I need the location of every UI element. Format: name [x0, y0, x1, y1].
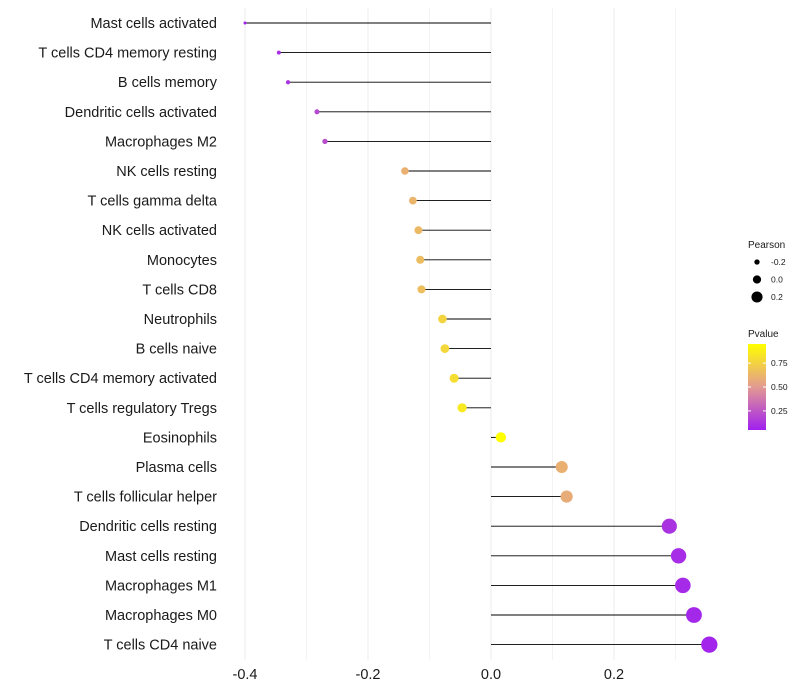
lollipop-dot	[438, 314, 447, 324]
category-label: Dendritic cells resting	[79, 519, 217, 535]
lollipop-dot	[322, 138, 328, 145]
lollipop-dot	[686, 607, 702, 623]
category-label: Eosinophils	[143, 430, 217, 446]
pearson-legend-dot	[754, 259, 760, 265]
lollipop-dot	[701, 636, 718, 653]
category-label: Neutrophils	[144, 312, 217, 328]
pvalue-tick-label: 0.75	[771, 358, 788, 368]
category-label: T cells regulatory Tregs	[67, 401, 217, 417]
lollipop-dot	[416, 255, 425, 264]
pvalue-tick-label: 0.50	[771, 382, 788, 392]
lollipop-dot	[670, 548, 687, 564]
lollipop-dot	[401, 167, 409, 175]
pvalue-legend-title: Pvalue	[748, 329, 779, 340]
category-axis-labels: Mast cells activated T cells CD4 memory r…	[24, 16, 218, 654]
pearson-legend-dot	[752, 275, 762, 284]
pearson-legend-dot	[751, 291, 763, 303]
pvalue-color-legend: Pvalue 0.75 0.50 0.25	[748, 329, 788, 430]
category-label: Mast cells resting	[105, 549, 217, 565]
category-label: NK cells activated	[102, 223, 217, 239]
lollipop-dot	[276, 50, 281, 55]
pvalue-tick-label: 0.25	[771, 406, 788, 416]
category-label: Macrophages M0	[105, 608, 217, 624]
lollipop-dot	[675, 577, 691, 594]
lollipop-dot	[285, 80, 291, 85]
category-label: Dendritic cells activated	[65, 105, 217, 121]
x-tick-label: 0.2	[604, 667, 624, 683]
x-tick-label: -0.2	[356, 667, 381, 683]
category-label: B cells naive	[136, 342, 217, 358]
lollipop-dot	[661, 518, 677, 534]
pearson-legend-label: -0.2	[771, 257, 786, 267]
lollipop-dot	[440, 344, 450, 353]
lollipop-dot	[414, 226, 423, 235]
x-tick-label: 0.0	[481, 667, 501, 683]
lollipop-dot	[314, 109, 320, 115]
pearson-size-legend: Pearson -0.2 0.0 0.2	[748, 240, 786, 303]
pearson-legend-label: 0.0	[771, 275, 783, 285]
category-label: T cells CD4 naive	[104, 638, 217, 654]
lollipop-dot	[449, 373, 459, 383]
category-label: Monocytes	[147, 253, 217, 269]
lollipop-stems	[245, 22, 710, 646]
category-label: T cells follicular helper	[74, 490, 217, 506]
lollipop-dot	[417, 285, 426, 294]
lollipop-dots	[243, 21, 718, 653]
lollipop-dot	[408, 196, 417, 205]
category-label: Plasma cells	[136, 460, 217, 476]
pearson-legend-label: 0.2	[771, 292, 783, 302]
category-label: B cells memory	[118, 75, 218, 91]
lollipop-dot	[555, 460, 568, 474]
lollipop-dot	[457, 403, 467, 413]
category-label: Macrophages M1	[105, 578, 217, 594]
category-label: T cells gamma delta	[88, 194, 218, 210]
x-axis-tick-labels: -0.4 -0.2 0.0 0.2	[233, 667, 625, 683]
grid-lines	[244, 8, 676, 660]
category-label: T cells CD8	[142, 282, 217, 298]
lollipop-dot	[495, 432, 507, 443]
lollipop-dot	[560, 490, 573, 503]
category-label: T cells CD4 memory resting	[38, 46, 217, 62]
category-label: Mast cells activated	[90, 16, 217, 32]
category-label: T cells CD4 memory activated	[24, 371, 217, 387]
pearson-legend-title: Pearson	[748, 240, 785, 251]
x-tick-label: -0.4	[233, 667, 258, 683]
pvalue-colorbar	[748, 344, 766, 430]
lollipop-dot	[243, 21, 247, 25]
category-label: NK cells resting	[116, 164, 217, 180]
category-label: Macrophages M2	[105, 134, 217, 150]
